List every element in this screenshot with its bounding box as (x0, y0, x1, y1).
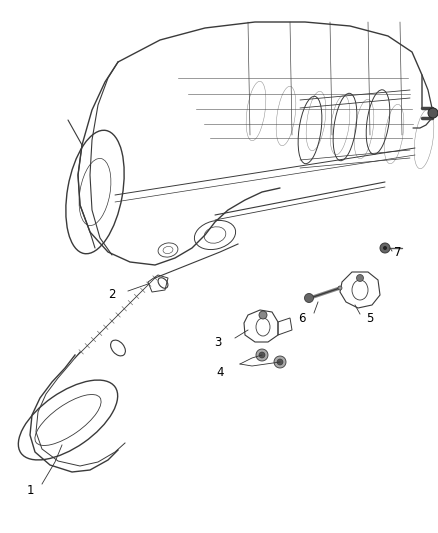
Circle shape (304, 294, 314, 303)
Circle shape (357, 274, 364, 281)
Circle shape (259, 311, 267, 319)
Circle shape (338, 286, 342, 290)
Text: 5: 5 (366, 311, 374, 325)
Circle shape (256, 349, 268, 361)
Text: 2: 2 (108, 288, 116, 302)
Text: 3: 3 (214, 335, 222, 349)
Text: 1: 1 (26, 483, 34, 497)
Circle shape (274, 356, 286, 368)
Circle shape (277, 359, 283, 365)
Text: 4: 4 (216, 366, 224, 378)
Circle shape (428, 108, 438, 118)
Circle shape (383, 246, 387, 250)
Text: 6: 6 (298, 311, 306, 325)
Text: 7: 7 (394, 246, 402, 259)
Circle shape (380, 243, 390, 253)
Circle shape (259, 352, 265, 358)
